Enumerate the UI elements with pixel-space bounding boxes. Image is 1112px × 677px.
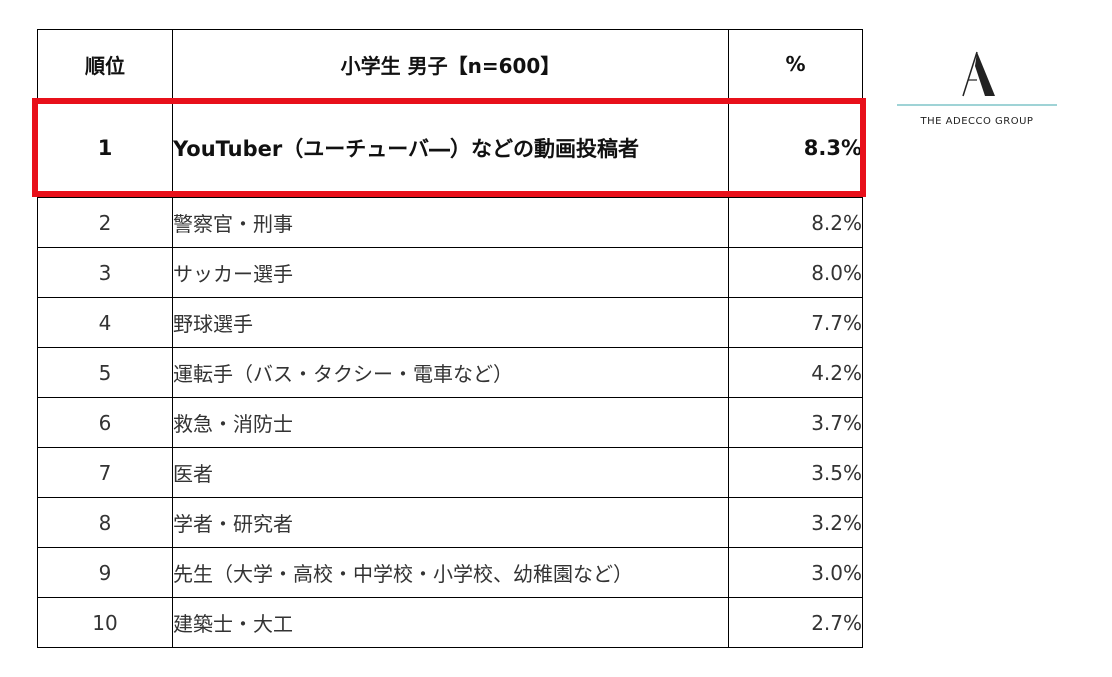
table-row: 4 野球選手 7.7% [37, 297, 863, 348]
table-row: 8 学者・研究者 3.2% [37, 497, 863, 548]
table-row: 9 先生（大学・高校・中学校・小学校、幼稚園など） 3.0% [37, 547, 863, 598]
table-row: 5 運転手（バス・タクシー・電車など） 4.2% [37, 347, 863, 398]
percent-cell: 3.2% [728, 497, 863, 548]
rank-cell: 10 [37, 597, 173, 648]
occupation-cell: 建築士・大工 [172, 597, 729, 648]
rank-cell: 8 [37, 497, 173, 548]
rank-cell: 4 [37, 297, 173, 348]
percent-cell: 3.7% [728, 397, 863, 448]
header-rank: 順位 [37, 29, 173, 99]
logo-divider [897, 104, 1057, 106]
occupation-cell: 救急・消防士 [172, 397, 729, 448]
table-row: 3 サッカー選手 8.0% [37, 247, 863, 298]
header-percent: % [728, 29, 863, 99]
ranking-table: 順位 小学生 男子【n=600】 % 1 YouTuber（ユーチューバ―）など… [37, 29, 863, 648]
percent-cell: 8.2% [728, 197, 863, 248]
table-row: 10 建築士・大工 2.7% [37, 597, 863, 648]
percent-cell: 2.7% [728, 597, 863, 648]
occupation-cell: YouTuber（ユーチューバ―）などの動画投稿者 [172, 98, 729, 198]
adecco-a-logo-icon [962, 51, 995, 97]
table-header-row: 順位 小学生 男子【n=600】 % [37, 29, 863, 99]
percent-cell: 3.5% [728, 447, 863, 498]
occupation-cell: 学者・研究者 [172, 497, 729, 548]
occupation-cell: サッカー選手 [172, 247, 729, 298]
header-occupation: 小学生 男子【n=600】 [172, 29, 729, 99]
occupation-cell: 運転手（バス・タクシー・電車など） [172, 347, 729, 398]
rank-cell: 3 [37, 247, 173, 298]
occupation-cell: 先生（大学・高校・中学校・小学校、幼稚園など） [172, 547, 729, 598]
adecco-logo: THE ADECCO GROUP [897, 50, 1057, 130]
rank-cell: 2 [37, 197, 173, 248]
rank-cell: 6 [37, 397, 173, 448]
percent-cell: 7.7% [728, 297, 863, 348]
rank-cell: 9 [37, 547, 173, 598]
logo-text: THE ADECCO GROUP [920, 116, 1034, 127]
table-row: 2 警察官・刑事 8.2% [37, 197, 863, 248]
percent-cell: 8.0% [728, 247, 863, 298]
occupation-cell: 野球選手 [172, 297, 729, 348]
percent-cell: 4.2% [728, 347, 863, 398]
rank-cell: 7 [37, 447, 173, 498]
table-row: 7 医者 3.5% [37, 447, 863, 498]
percent-cell: 8.3% [728, 98, 863, 198]
table-row: 6 救急・消防士 3.7% [37, 397, 863, 448]
rank-cell: 5 [37, 347, 173, 398]
rank-cell: 1 [37, 98, 173, 198]
table-row-highlighted: 1 YouTuber（ユーチューバ―）などの動画投稿者 8.3% [37, 98, 863, 198]
occupation-cell: 医者 [172, 447, 729, 498]
occupation-cell: 警察官・刑事 [172, 197, 729, 248]
percent-cell: 3.0% [728, 547, 863, 598]
